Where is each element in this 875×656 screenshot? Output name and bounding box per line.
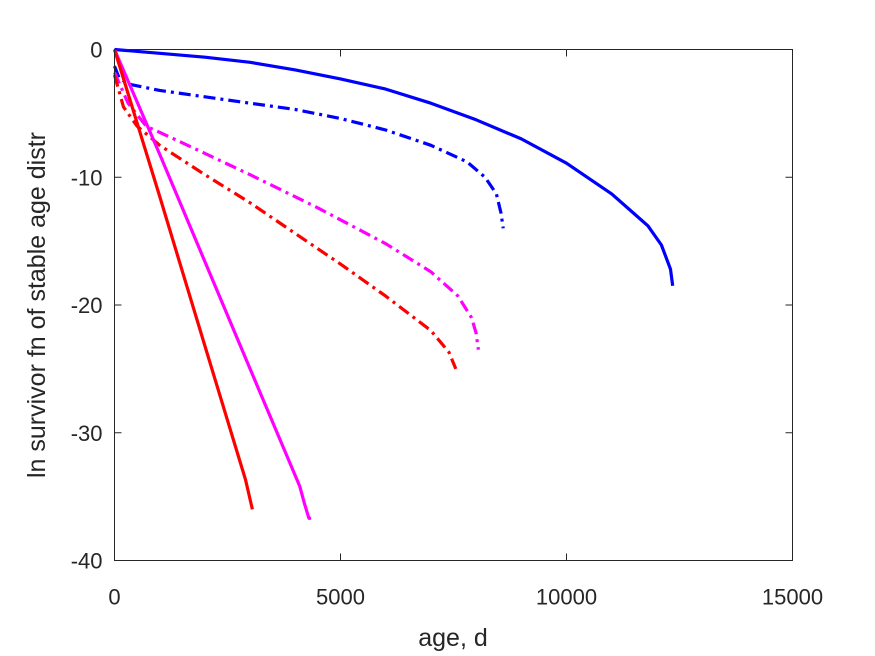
series-line-4 bbox=[112, 74, 458, 370]
plot-frame bbox=[114, 49, 793, 561]
y-axis-label: ln survivor fn of stable age distr bbox=[23, 132, 51, 478]
y-tick-label: -20 bbox=[71, 293, 103, 318]
x-axis-label: age, d bbox=[418, 624, 488, 652]
y-tick-label: 0 bbox=[90, 38, 102, 63]
series-line-1 bbox=[114, 47, 675, 287]
y-tick-label: -40 bbox=[71, 549, 103, 574]
x-tick-label: 5000 bbox=[316, 585, 365, 610]
x-tick-label: 10000 bbox=[536, 585, 597, 610]
x-axis: 0 5000 10000 15000 bbox=[108, 49, 823, 610]
series-line-5 bbox=[113, 48, 312, 520]
y-tick-label: -10 bbox=[71, 165, 103, 190]
series-layer bbox=[112, 47, 675, 520]
series-line-2 bbox=[113, 65, 505, 229]
y-axis: 0 -10 -20 -30 -40 bbox=[71, 38, 793, 574]
series-line-6 bbox=[112, 49, 254, 510]
y-tick-label: -30 bbox=[71, 421, 103, 446]
x-tick-label: 0 bbox=[108, 585, 120, 610]
series-line-3 bbox=[113, 71, 480, 350]
x-tick-label: 15000 bbox=[762, 585, 823, 610]
